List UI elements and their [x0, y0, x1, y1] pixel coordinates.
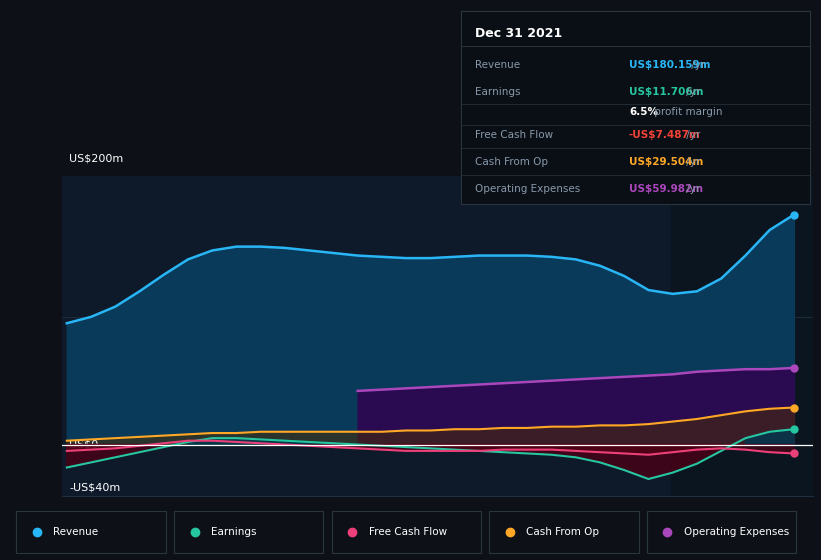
Text: US$200m: US$200m: [69, 153, 123, 164]
Bar: [671, 176, 821, 496]
Text: Free Cash Flow: Free Cash Flow: [475, 130, 553, 140]
Text: Free Cash Flow: Free Cash Flow: [369, 527, 447, 537]
Text: 6.5%: 6.5%: [629, 106, 658, 116]
Text: Cash From Op: Cash From Op: [526, 527, 599, 537]
Text: Operating Expenses: Operating Expenses: [684, 527, 789, 537]
Text: /yr: /yr: [683, 87, 700, 97]
Text: US$11.706m: US$11.706m: [629, 87, 704, 97]
Text: Revenue: Revenue: [53, 527, 99, 537]
Text: -US$40m: -US$40m: [69, 482, 121, 492]
Text: Earnings: Earnings: [475, 87, 521, 97]
Text: US$0: US$0: [69, 440, 99, 450]
Text: profit margin: profit margin: [650, 106, 722, 116]
Text: /yr: /yr: [683, 130, 700, 140]
Text: Operating Expenses: Operating Expenses: [475, 184, 580, 194]
Text: /yr: /yr: [683, 184, 700, 194]
Text: Revenue: Revenue: [475, 60, 521, 71]
Text: Cash From Op: Cash From Op: [475, 157, 548, 167]
Text: -US$7.487m: -US$7.487m: [629, 130, 700, 140]
Text: /yr: /yr: [683, 157, 700, 167]
Text: /yr: /yr: [688, 60, 705, 71]
Text: Earnings: Earnings: [211, 527, 256, 537]
Text: Dec 31 2021: Dec 31 2021: [475, 27, 562, 40]
Text: US$59.982m: US$59.982m: [629, 184, 703, 194]
Text: US$29.504m: US$29.504m: [629, 157, 704, 167]
Text: US$180.159m: US$180.159m: [629, 60, 710, 71]
